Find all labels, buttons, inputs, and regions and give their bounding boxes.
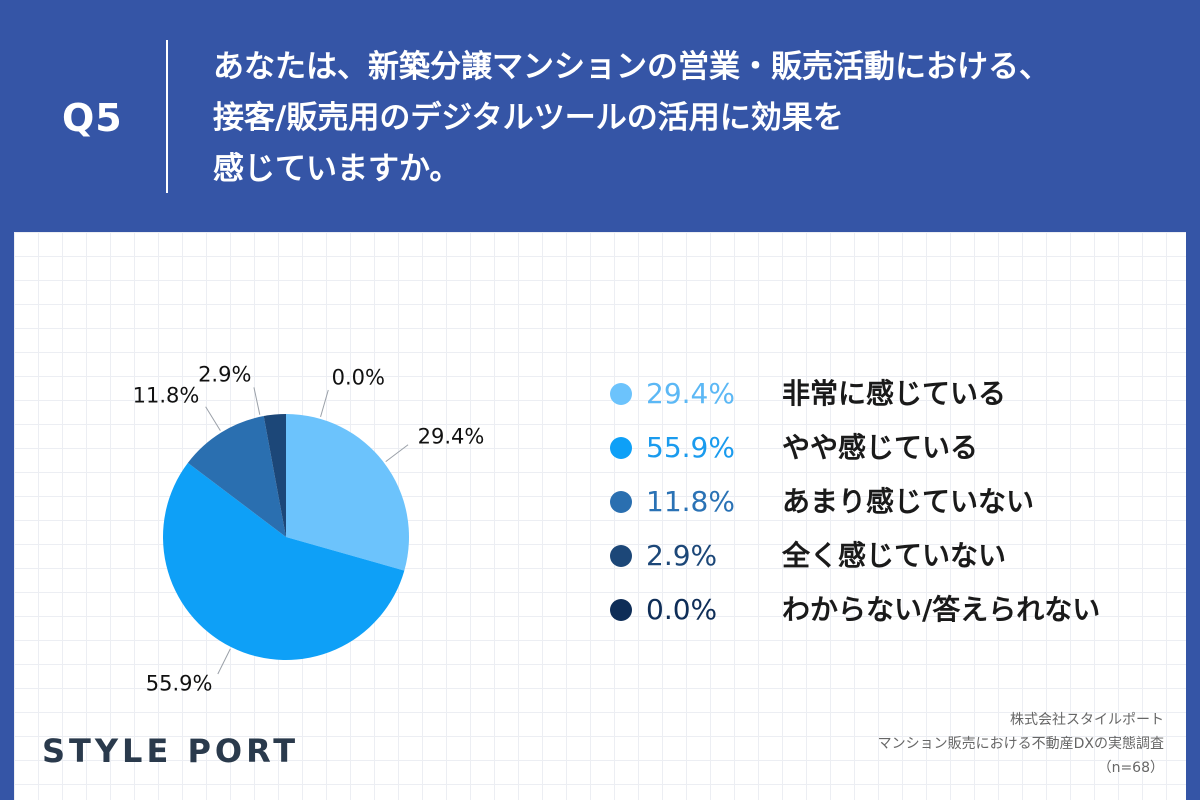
legend-value-2: 11.8%	[646, 485, 735, 518]
legend-dot-0	[610, 383, 632, 405]
question-header: Q5 あなたは、新築分譲マンションの営業・販売活動における、 接客/販売用のデジ…	[0, 0, 1200, 232]
pie-slice-2	[187, 416, 286, 537]
legend-dot-1	[610, 437, 632, 459]
brand-logo: STYLE PORT	[42, 732, 300, 770]
question-number: Q5	[62, 96, 123, 140]
question-text: あなたは、新築分譲マンションの営業・販売活動における、 接客/販売用のデジタルツ…	[213, 42, 1173, 195]
pie-leader-0	[385, 444, 409, 463]
legend-label-4: わからない/答えられない	[782, 593, 1101, 626]
pie-leader-4	[320, 389, 329, 418]
pie-slice-1	[162, 462, 405, 660]
legend-dot-3	[610, 545, 632, 567]
pie-slice-0	[286, 414, 409, 571]
source-sample-size: （n=68）	[1097, 760, 1164, 776]
pie-label-1: 55.9%	[146, 672, 213, 696]
legend-item: 2.9% 全く感じていない	[610, 536, 1170, 590]
legend-label-0: 非常に感じている	[782, 377, 1007, 410]
legend-item: 55.9% やや感じている	[610, 428, 1170, 482]
legend-item: 11.8% あまり感じていない	[610, 482, 1170, 536]
pie-slice-3	[263, 414, 286, 537]
chart-panel: 29.4% 55.9% 11.8% 2.9% 0.0% 29.4% 非常に感じて…	[14, 232, 1186, 800]
source-note: 株式会社スタイルポート マンション販売における不動産DXの実態調査 （n=68）	[878, 708, 1164, 780]
legend-label-2: あまり感じていない	[782, 485, 1035, 518]
pie-label-4: 0.0%	[332, 365, 385, 389]
pie-chart: 29.4% 55.9% 11.8% 2.9% 0.0%	[133, 363, 485, 696]
legend-dot-4	[610, 599, 632, 621]
chart-legend: 29.4% 非常に感じている 55.9% やや感じている 11.8% あまり感じ…	[610, 374, 1170, 644]
legend-label-1: やや感じている	[782, 431, 979, 464]
legend-value-1: 55.9%	[646, 431, 735, 464]
pie-leader-2	[205, 406, 221, 431]
legend-dot-2	[610, 491, 632, 513]
question-line-3: 感じていますか。	[213, 151, 461, 187]
legend-value-0: 29.4%	[646, 377, 735, 410]
legend-value-4: 0.0%	[646, 593, 718, 626]
question-line-2: 接客/販売用のデジタルツールの活用に効果を	[213, 100, 844, 136]
legend-value-3: 2.9%	[646, 539, 718, 572]
legend-item: 29.4% 非常に感じている	[610, 374, 1170, 428]
question-line-1: あなたは、新築分譲マンションの営業・販売活動における、	[213, 49, 1050, 85]
pie-leader-3	[253, 387, 261, 415]
pie-label-0: 29.4%	[418, 425, 485, 449]
pie-label-3: 2.9%	[198, 363, 251, 387]
legend-label-3: 全く感じていない	[782, 539, 1007, 572]
source-survey: マンション販売における不動産DXの実態調査	[877, 736, 1164, 752]
pie-leader-1	[217, 648, 231, 675]
source-company: 株式会社スタイルポート	[1010, 712, 1164, 728]
legend-item: 0.0% わからない/答えられない	[610, 590, 1170, 644]
question-divider	[166, 40, 168, 193]
pie-label-2: 11.8%	[133, 384, 200, 408]
